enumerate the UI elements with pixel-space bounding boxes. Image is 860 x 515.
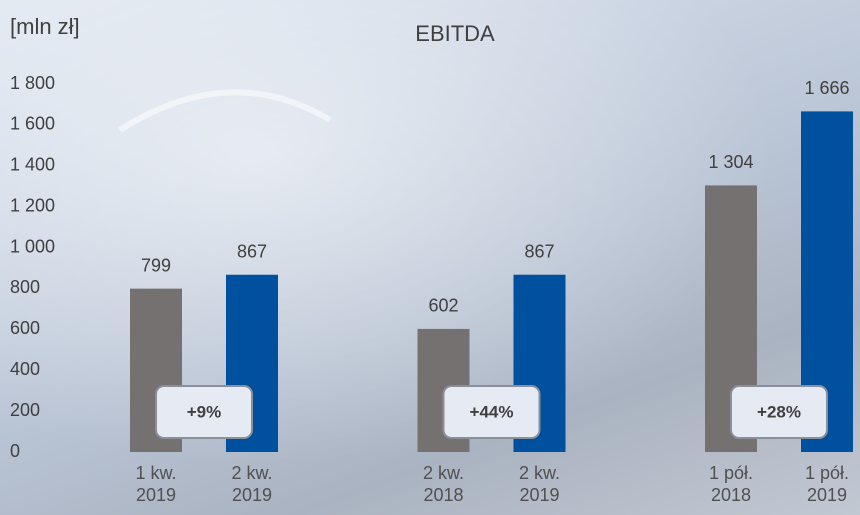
x-tick-label: 1 kw. 2019 [135,463,177,505]
value-label: 1 666 [804,78,849,98]
y-tick-label: 600 [10,318,40,338]
annotation: +28% [757,402,801,421]
value-label: 867 [524,241,554,261]
x-tick-label: 2 kw. 2018 [422,463,465,505]
background-logo-arc [118,89,332,133]
x-tick-label: 1 pół. 2018 [708,463,754,505]
annotation: +44% [470,402,514,421]
y-tick-label: 1 200 [10,195,55,215]
y-tick-label: 400 [10,359,40,379]
value-label: 799 [141,255,171,275]
chart-title: EBITDA [415,21,495,46]
annotation: +9% [187,402,222,421]
value-label: 867 [237,241,267,261]
annotation-box [730,385,828,439]
value-label: 602 [428,296,458,316]
y-tick-label: 1 800 [10,73,55,93]
annotation-box [155,385,253,439]
x-tick-label: 1 pół. 2019 [804,463,850,505]
y-tick-label: 1 400 [10,155,55,175]
unit-label: [mln zł] [10,14,80,39]
y-tick-label: 0 [10,441,20,461]
y-tick-label: 800 [10,277,40,297]
x-tick-label: 2 kw. 2019 [518,463,561,505]
y-tick-label: 200 [10,400,40,420]
y-tick-label: 1 600 [10,114,55,134]
y-tick-label: 1 000 [10,236,55,256]
x-tick-label: 2 kw. 2019 [231,463,273,505]
value-label: 1 304 [708,152,753,172]
annotation-box [442,385,541,439]
